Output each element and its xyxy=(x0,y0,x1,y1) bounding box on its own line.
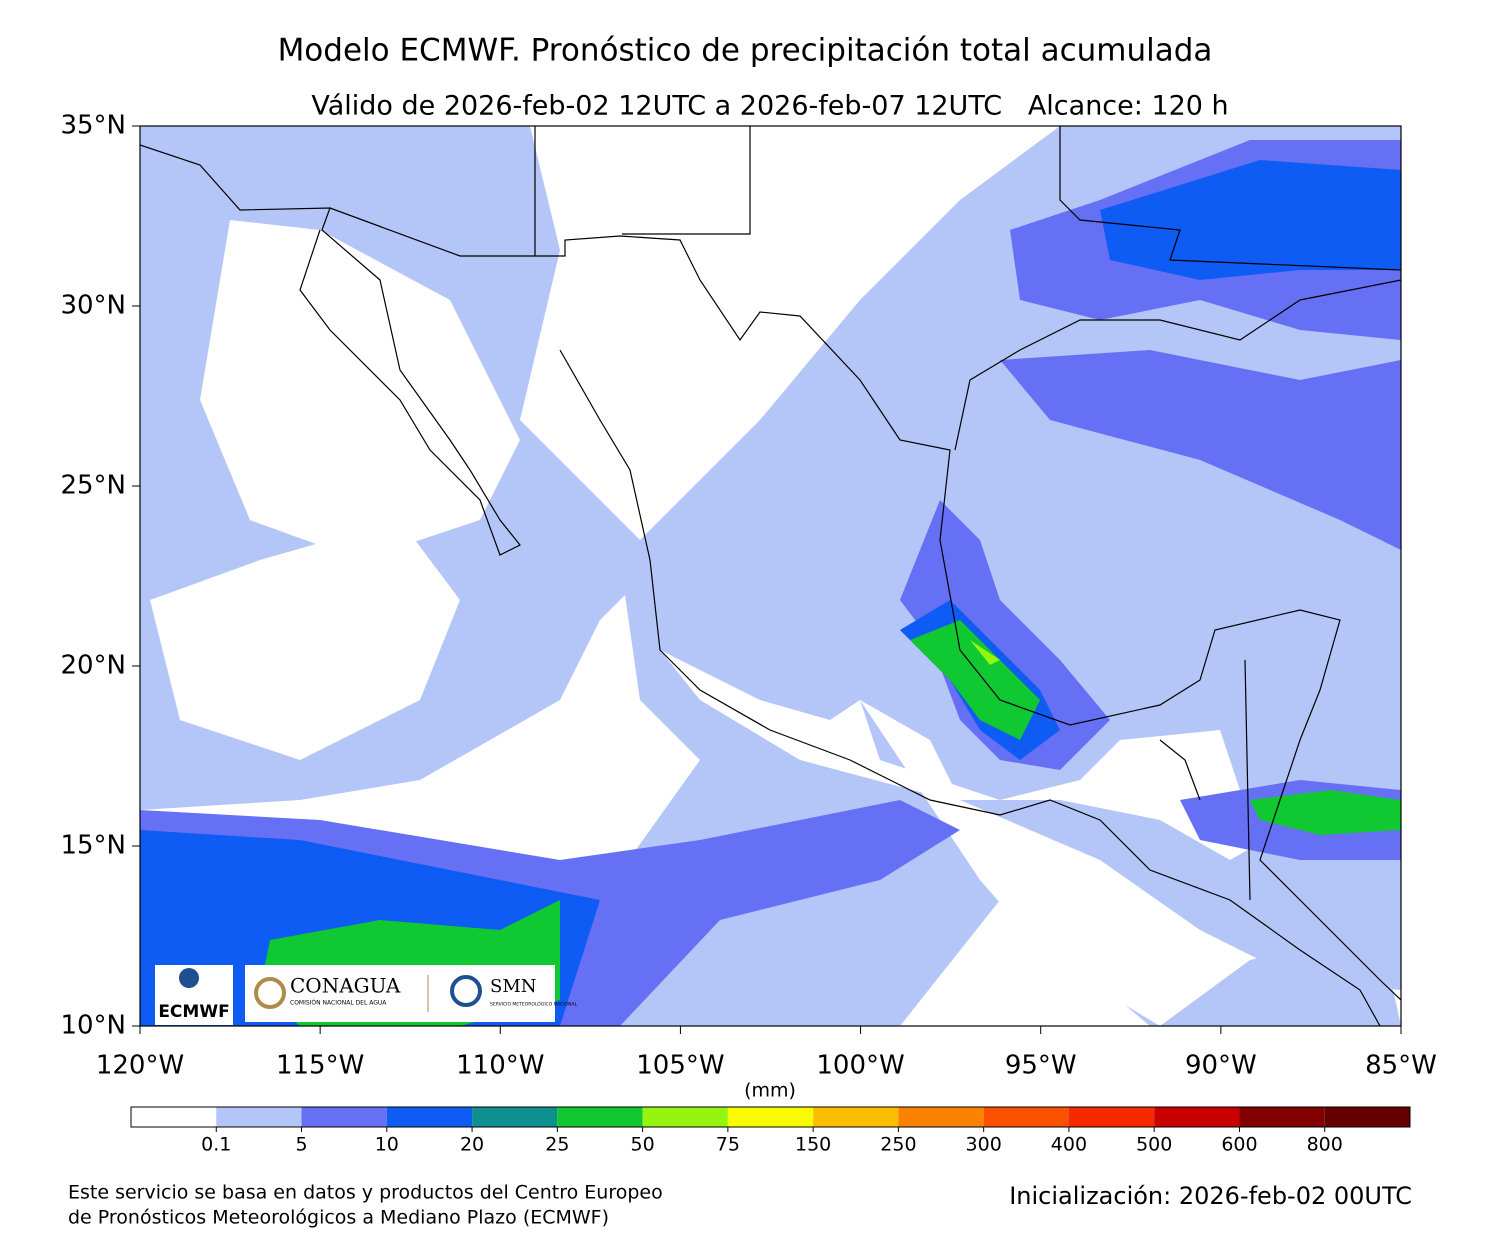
colorbar-segment xyxy=(472,1107,558,1127)
logo-box xyxy=(245,965,555,1022)
colorbar-segment xyxy=(642,1107,728,1127)
x-tick-label: 110°W xyxy=(456,1051,544,1081)
x-tick-label: 90°W xyxy=(1185,1051,1257,1081)
colorbar-tick-label: 150 xyxy=(795,1134,831,1156)
colorbar-segment xyxy=(1239,1107,1325,1127)
logo-text: ECMWF xyxy=(158,1002,229,1022)
x-tick-label: 105°W xyxy=(636,1051,724,1081)
colorbar-tick-label: 300 xyxy=(966,1134,1002,1156)
colorbar-tick-label: 600 xyxy=(1221,1134,1257,1156)
colorbar-tick-label: 25 xyxy=(545,1134,569,1156)
colorbar-frame xyxy=(130,1106,1411,1128)
logo-text: COMISIÓN NACIONAL DEL AGUA xyxy=(290,1000,387,1007)
y-tick-label: 30°N xyxy=(60,291,126,321)
colorbar-tick-label: 5 xyxy=(295,1134,307,1156)
logo-text: SMN xyxy=(490,976,537,997)
logo-text: SERVICIO METEOROLÓGICO NACIONAL xyxy=(490,1001,578,1008)
y-tick-label: 20°N xyxy=(60,651,126,681)
x-tick-label: 85°W xyxy=(1365,1051,1437,1081)
colorbar-tick-label: 500 xyxy=(1136,1134,1172,1156)
colorbar-tick-label: 250 xyxy=(880,1134,916,1156)
y-tick-label: 25°N xyxy=(60,471,126,501)
colorbar-segment xyxy=(301,1107,387,1127)
colorbar-tick-label: 75 xyxy=(716,1134,740,1156)
logo-icon xyxy=(450,975,482,1007)
x-tick-label: 120°W xyxy=(96,1051,184,1081)
y-tick-label: 35°N xyxy=(60,111,126,141)
colorbar-segment xyxy=(898,1107,984,1127)
x-tick-label: 100°W xyxy=(816,1051,904,1081)
colorbar-tick-label: 400 xyxy=(1051,1134,1087,1156)
colorbar-tick-label: 800 xyxy=(1307,1134,1343,1156)
colorbar-tick-label: 10 xyxy=(375,1134,399,1156)
colorbar-segment xyxy=(131,1107,217,1127)
colorbar-segment xyxy=(813,1107,899,1127)
colorbar-tick-label: 0.1 xyxy=(201,1134,231,1156)
colorbar-tick-label: 50 xyxy=(631,1134,655,1156)
subtitle: Válido de 2026-feb-02 12UTC a 2026-feb-0… xyxy=(311,91,1228,122)
logo-icon xyxy=(179,968,199,988)
colorbar-segment xyxy=(983,1107,1069,1127)
y-tick-label: 15°N xyxy=(60,831,126,861)
map-frame xyxy=(139,125,1402,1027)
x-tick-label: 95°W xyxy=(1005,1051,1077,1081)
x-tick-label: 115°W xyxy=(276,1051,364,1081)
logo-icon xyxy=(254,977,286,1009)
colorbar-segment xyxy=(216,1107,302,1127)
y-tick-label: 10°N xyxy=(60,1011,126,1041)
colorbar-unit: (mm) xyxy=(744,1080,796,1102)
colorbar-segment xyxy=(1068,1107,1155,1127)
map: ECMWF CONAGUA COMISIÓN NACIONAL DEL AGUA… xyxy=(139,125,1402,1027)
logo-conagua-smn: CONAGUA COMISIÓN NACIONAL DEL AGUA SMN S… xyxy=(245,965,578,1022)
precip-field xyxy=(140,126,1401,1026)
coastlines xyxy=(140,126,1401,1026)
title: Modelo ECMWF. Pronóstico de precipitació… xyxy=(278,33,1213,69)
colorbar-segment xyxy=(727,1107,814,1127)
logo-ecmwf: ECMWF xyxy=(155,965,233,1025)
colorbar-tick-label: 20 xyxy=(460,1134,484,1156)
logo-text: CONAGUA xyxy=(290,974,401,998)
credit-line: Este servicio se basa en datos y product… xyxy=(68,1182,663,1204)
init-time: Inicialización: 2026-feb-02 00UTC xyxy=(1009,1182,1412,1210)
colorbar-segment xyxy=(557,1107,643,1127)
credit-line: de Pronósticos Meteorológicos a Mediano … xyxy=(68,1207,609,1229)
colorbar-segment xyxy=(386,1107,473,1127)
colorbar-segment xyxy=(1324,1107,1410,1127)
colorbar-segment xyxy=(1154,1107,1240,1127)
